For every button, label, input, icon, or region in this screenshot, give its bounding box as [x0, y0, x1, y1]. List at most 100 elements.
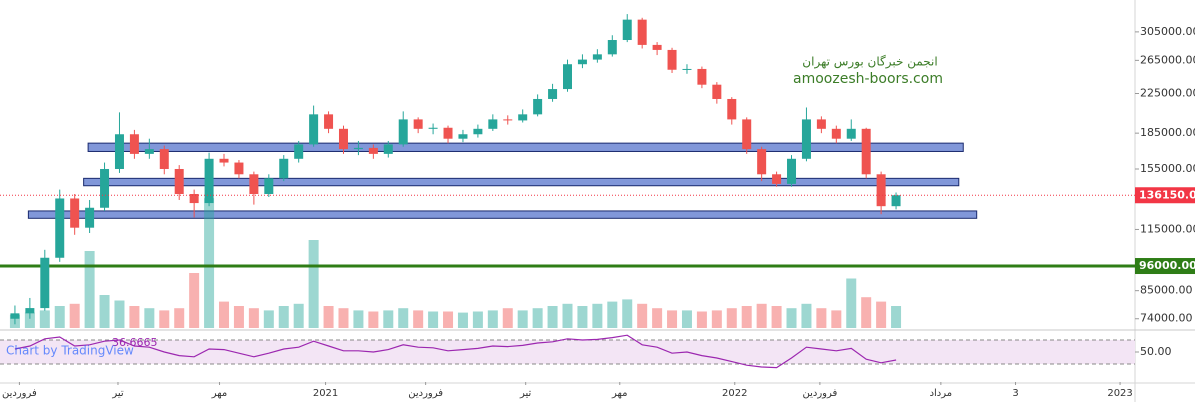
- candle-body: [503, 119, 513, 121]
- volume-bar: [891, 306, 902, 328]
- volume-bar: [637, 303, 648, 328]
- candle-body: [85, 207, 95, 228]
- candle-body: [831, 128, 841, 139]
- volume-bar: [652, 308, 663, 328]
- candle-body: [25, 308, 35, 314]
- volume-bar: [338, 308, 349, 328]
- volume-bar: [726, 308, 737, 328]
- candle-body: [159, 149, 169, 169]
- volume-bar: [308, 240, 319, 328]
- candle-body: [443, 127, 453, 139]
- x-tick-label: فروردین: [802, 388, 837, 399]
- volume-bar: [577, 306, 588, 328]
- candle-body: [129, 134, 139, 154]
- candle-body: [353, 147, 363, 150]
- candle-body: [428, 127, 438, 129]
- candle-body: [324, 114, 334, 129]
- support-zone: [83, 177, 960, 187]
- candle-body: [712, 84, 722, 99]
- volume-bar: [457, 312, 468, 328]
- volume-bar: [219, 301, 230, 328]
- candle-body: [398, 119, 408, 145]
- candle-body: [264, 178, 274, 194]
- volume-bar: [189, 273, 200, 328]
- y-tick-label: 74000.00: [1140, 312, 1193, 325]
- candle-body: [144, 149, 154, 154]
- candle-body: [174, 168, 184, 194]
- volume-bar: [398, 308, 409, 328]
- watermark: amoozesh-boors.com: [793, 71, 943, 87]
- candle-body: [577, 59, 587, 65]
- candle-body: [204, 158, 214, 204]
- volume-bar: [771, 306, 782, 328]
- candle-body: [742, 119, 752, 150]
- candle-body: [294, 144, 304, 159]
- volume-bar: [831, 310, 842, 328]
- volume-bar: [876, 301, 887, 328]
- candle-body: [234, 162, 244, 175]
- candle-body: [338, 128, 348, 150]
- x-tick-label: تیر: [111, 388, 124, 399]
- rsi-line: [14, 334, 897, 369]
- volume-bar: [129, 306, 140, 328]
- volume-bar: [696, 311, 707, 328]
- x-tick-label: 2023: [1107, 388, 1132, 399]
- level-label-bg: [1135, 258, 1195, 275]
- volume-bar: [39, 310, 50, 328]
- candle-body: [100, 168, 110, 208]
- candle-body: [816, 119, 826, 129]
- candle-body: [622, 19, 632, 41]
- volume-bar: [24, 312, 35, 328]
- candle-body: [787, 158, 797, 184]
- candle-body: [667, 49, 677, 70]
- candle-body: [533, 98, 543, 115]
- x-tick-label: مرداد: [930, 388, 953, 399]
- candle-body: [189, 193, 199, 204]
- candle-body: [607, 40, 617, 55]
- y-tick-label: 155000.00: [1140, 162, 1195, 175]
- volume-bar: [428, 311, 439, 328]
- volume-bar: [741, 306, 752, 328]
- candle-body: [10, 313, 20, 319]
- volume-bar: [786, 308, 797, 328]
- rsi-value-label: 36.6665: [112, 336, 158, 349]
- candle-body: [55, 198, 65, 258]
- volume-bar: [233, 306, 244, 328]
- volume-bar: [681, 310, 692, 328]
- candle-body: [548, 89, 558, 99]
- candle-body: [114, 134, 124, 169]
- x-tick-label: فروردین: [408, 388, 443, 399]
- volume-bar: [801, 303, 812, 328]
- support-zone: [87, 142, 964, 152]
- candle-body: [757, 149, 767, 175]
- volume-bar: [293, 303, 304, 328]
- candle-body: [488, 119, 498, 129]
- volume-bar: [562, 303, 573, 328]
- last-price-bg: [1135, 187, 1195, 204]
- volume-bar: [502, 308, 513, 328]
- volume-bar: [861, 297, 872, 328]
- attribution: Chart by TradingView: [6, 344, 134, 358]
- candle-body: [368, 147, 378, 154]
- rsi-tick-label: 50.00: [1140, 345, 1172, 358]
- candle-body: [458, 134, 468, 139]
- volume-bar: [592, 303, 603, 328]
- volume-bar: [69, 303, 80, 328]
- support-zone: [27, 210, 978, 219]
- volume-bar: [517, 310, 528, 328]
- volume-bar: [443, 311, 454, 328]
- volume-bar: [368, 311, 379, 328]
- candle-body: [518, 114, 528, 121]
- level-label: 96000.00: [1139, 259, 1195, 272]
- volume-bar: [144, 308, 155, 328]
- volume-bar: [711, 310, 722, 328]
- volume-bar: [353, 310, 364, 328]
- watermark: انجمن خبرگان بورس تهران: [802, 55, 937, 70]
- volume-bar: [756, 303, 767, 328]
- candle-body: [876, 174, 886, 207]
- candle-body: [309, 114, 319, 145]
- y-tick-label: 115000.00: [1140, 222, 1195, 235]
- volume-bar: [383, 310, 394, 328]
- candle-body: [682, 68, 692, 70]
